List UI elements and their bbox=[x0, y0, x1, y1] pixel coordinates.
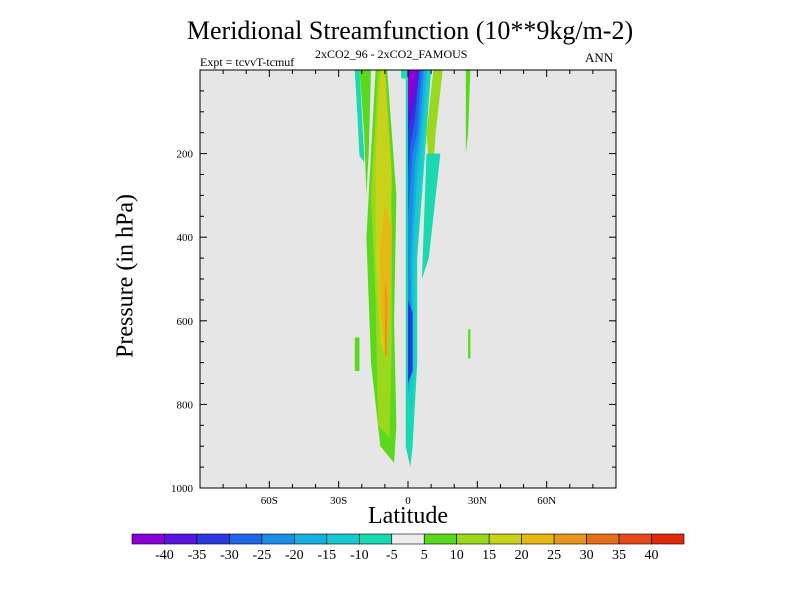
colorbar-label: -10 bbox=[350, 548, 369, 563]
y-tick-label: 1000 bbox=[171, 483, 194, 495]
colorbar-label: -30 bbox=[220, 548, 239, 563]
contour-neg-cell-core bbox=[408, 70, 418, 112]
colorbar-swatch bbox=[261, 533, 295, 545]
chart-title: Meridional Streamfunction (10**9kg/m-2) bbox=[186, 16, 634, 45]
tick-layer: 60S 30S 0 30N 60N 200 400 600 800 1000 bbox=[171, 70, 616, 507]
contour-positive-cell-peak bbox=[384, 279, 388, 359]
contour-upper-neg-strip bbox=[401, 70, 406, 79]
colorbar-swatch bbox=[618, 533, 652, 545]
colorbar-label: -35 bbox=[188, 548, 207, 563]
contour-neg-cell-lower bbox=[408, 299, 413, 384]
experiment-label: Expt = tcvvT-tcmuf bbox=[200, 55, 295, 69]
y-tick-label: 400 bbox=[177, 232, 194, 244]
x-tick-label: 0 bbox=[405, 495, 411, 507]
x-axis-title: Latitude bbox=[368, 503, 448, 529]
colorbar-swatch bbox=[358, 533, 393, 545]
colorbar-label: 25 bbox=[547, 548, 561, 563]
contour-left-strip-a bbox=[354, 70, 365, 162]
colorbar-label: -20 bbox=[285, 548, 304, 563]
colorbar-label: 5 bbox=[421, 548, 428, 563]
y-tick-label: 200 bbox=[177, 149, 194, 161]
colorbar-label: 15 bbox=[482, 548, 496, 563]
contour-neg-right-band bbox=[421, 153, 441, 279]
colorbar-swatch bbox=[651, 533, 685, 545]
colorbar-label: 20 bbox=[515, 548, 529, 563]
colorbar-swatch bbox=[553, 533, 587, 545]
colorbar-swatch bbox=[326, 533, 360, 545]
x-tick-label: 30N bbox=[468, 495, 487, 507]
colorbar-label: 40 bbox=[645, 548, 659, 563]
colorbar-label: 10 bbox=[450, 548, 464, 563]
experiment-names: 2xCO2_96 - 2xCO2_FAMOUS bbox=[315, 47, 468, 61]
contour-positive-cell-max bbox=[380, 203, 392, 355]
x-tick-label: 60S bbox=[261, 495, 278, 507]
colorbar-swatch bbox=[586, 533, 620, 545]
colorbar-swatch bbox=[521, 533, 555, 545]
contour-right-green-strip bbox=[465, 70, 471, 154]
colorbar-swatch bbox=[423, 533, 458, 545]
x-tick-label: 60N bbox=[537, 495, 556, 507]
colorbar-label: -40 bbox=[155, 548, 174, 563]
contour-layer bbox=[354, 70, 471, 468]
colorbar-swatch bbox=[294, 533, 328, 545]
colorbar-swatch bbox=[488, 533, 522, 545]
season-label: ANN bbox=[585, 50, 614, 65]
colorbar-swatch bbox=[391, 533, 425, 545]
x-tick-label: 30S bbox=[330, 495, 347, 507]
colorbar-swatch bbox=[164, 533, 198, 545]
colorbar-swatch bbox=[229, 533, 263, 545]
colorbar-label: 35 bbox=[612, 548, 626, 563]
colorbar-label: 30 bbox=[580, 548, 594, 563]
colorbar: -40 -35 -30 -25 -20 -15 -10 -5 5 10 15 20 25 30 35 40 bbox=[131, 533, 685, 563]
colorbar-swatch bbox=[456, 533, 490, 545]
colorbar-swatch bbox=[196, 533, 230, 545]
contour-small-blob-right bbox=[468, 329, 471, 359]
y-tick-label: 600 bbox=[177, 316, 194, 328]
colorbar-label: -5 bbox=[386, 548, 398, 563]
colorbar-label: -25 bbox=[253, 548, 272, 563]
contour-small-blob-left bbox=[354, 337, 360, 371]
colorbar-swatch bbox=[131, 533, 165, 545]
y-tick-label: 800 bbox=[177, 399, 194, 411]
contour-left-strip-b bbox=[359, 70, 371, 196]
colorbar-label: -15 bbox=[317, 548, 336, 563]
